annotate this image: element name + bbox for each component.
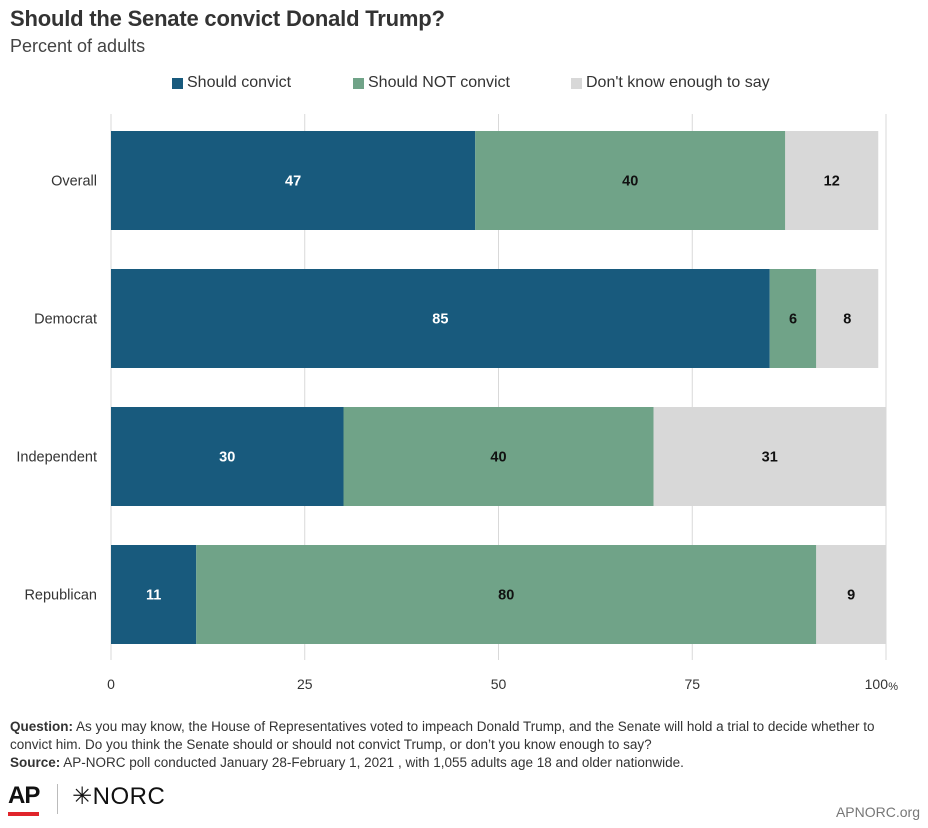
stacked-bar-chart: Overall 47 40 12 Democrat 85 6 8 Independent 30 40… <box>16 114 898 693</box>
bar-democrat-not-convict <box>769 269 817 368</box>
data-label-republican-dont-know: 9 <box>847 588 855 604</box>
question-text: As you may know, the House of Representa… <box>10 719 875 752</box>
logo-divider <box>57 784 58 814</box>
bar-independent-dont-know <box>653 407 886 506</box>
legend-label-not-convict: Should NOT convict <box>368 74 510 91</box>
legend-swatch-convict <box>172 77 183 89</box>
data-label-independent-not-convict: 40 <box>490 450 506 466</box>
bar-republican-convict <box>111 545 197 644</box>
legend-item-dont-know: Don't know enough to say <box>571 74 770 92</box>
bar-overall-dont-know <box>785 131 879 230</box>
data-label-democrat-not-convict: 6 <box>789 312 797 328</box>
x-tick-label-75: 75 <box>684 676 700 692</box>
source-note: Source: AP-NORC poll conducted January 2… <box>10 754 910 772</box>
x-tick-label-25: 25 <box>297 676 313 692</box>
bar-republican-not-convict <box>196 545 817 644</box>
data-label-independent-dont-know: 31 <box>762 450 778 466</box>
bar-independent-not-convict <box>343 407 654 506</box>
bar-independent-convict <box>111 407 344 506</box>
bar-overall-convict <box>111 131 476 230</box>
data-label-republican-convict: 11 <box>146 588 161 604</box>
question-note: Question: As you may know, the House of … <box>10 718 910 754</box>
x-tick-label-0: 0 <box>107 676 115 692</box>
legend-item-convict: Should convict <box>172 74 291 92</box>
chart-title: Should the Senate convict Donald Trump? <box>10 6 445 31</box>
category-label-overall: Overall <box>51 174 97 190</box>
x-tick-label-50: 50 <box>491 676 507 692</box>
category-label-democrat: Democrat <box>34 312 97 328</box>
source-label: Source: <box>10 755 61 770</box>
footnote: Question: As you may know, the House of … <box>10 718 910 772</box>
ap-logo-bar <box>8 812 39 816</box>
data-label-republican-not-convict: 80 <box>498 588 514 604</box>
data-label-overall-not-convict: 40 <box>622 174 638 190</box>
legend: Should convict Should NOT convict Don't … <box>0 74 928 96</box>
question-label: Question: <box>10 719 73 734</box>
x-axis-unit: % <box>888 681 898 693</box>
source-text: AP-NORC poll conducted January 28-Februa… <box>60 755 684 770</box>
chart-subtitle: Percent of adults <box>10 36 146 56</box>
bar-overall-not-convict <box>475 131 786 230</box>
site-url: APNORC.org <box>835 804 920 820</box>
data-label-overall-dont-know: 12 <box>824 174 840 190</box>
legend-swatch-not-convict <box>353 77 364 89</box>
data-label-democrat-dont-know: 8 <box>843 312 851 328</box>
data-label-independent-convict: 30 <box>219 450 235 466</box>
bar-republican-dont-know <box>816 545 886 644</box>
bar-democrat-convict <box>111 269 770 368</box>
data-label-democrat-convict: 85 <box>432 312 448 328</box>
category-label-independent: Independent <box>16 450 97 466</box>
norc-logo: ✳NORC <box>72 783 166 810</box>
legend-item-not-convict: Should NOT convict <box>353 74 510 92</box>
bar-democrat-dont-know <box>816 269 879 368</box>
category-label-republican: Republican <box>24 588 97 604</box>
ap-logo: AP <box>8 782 40 809</box>
legend-label-dont-know: Don't know enough to say <box>586 74 770 91</box>
x-tick-label-100: 100 <box>865 676 889 692</box>
data-label-overall-convict: 47 <box>285 174 301 190</box>
legend-swatch-dont-know <box>571 77 582 89</box>
legend-label-convict: Should convict <box>187 74 292 91</box>
